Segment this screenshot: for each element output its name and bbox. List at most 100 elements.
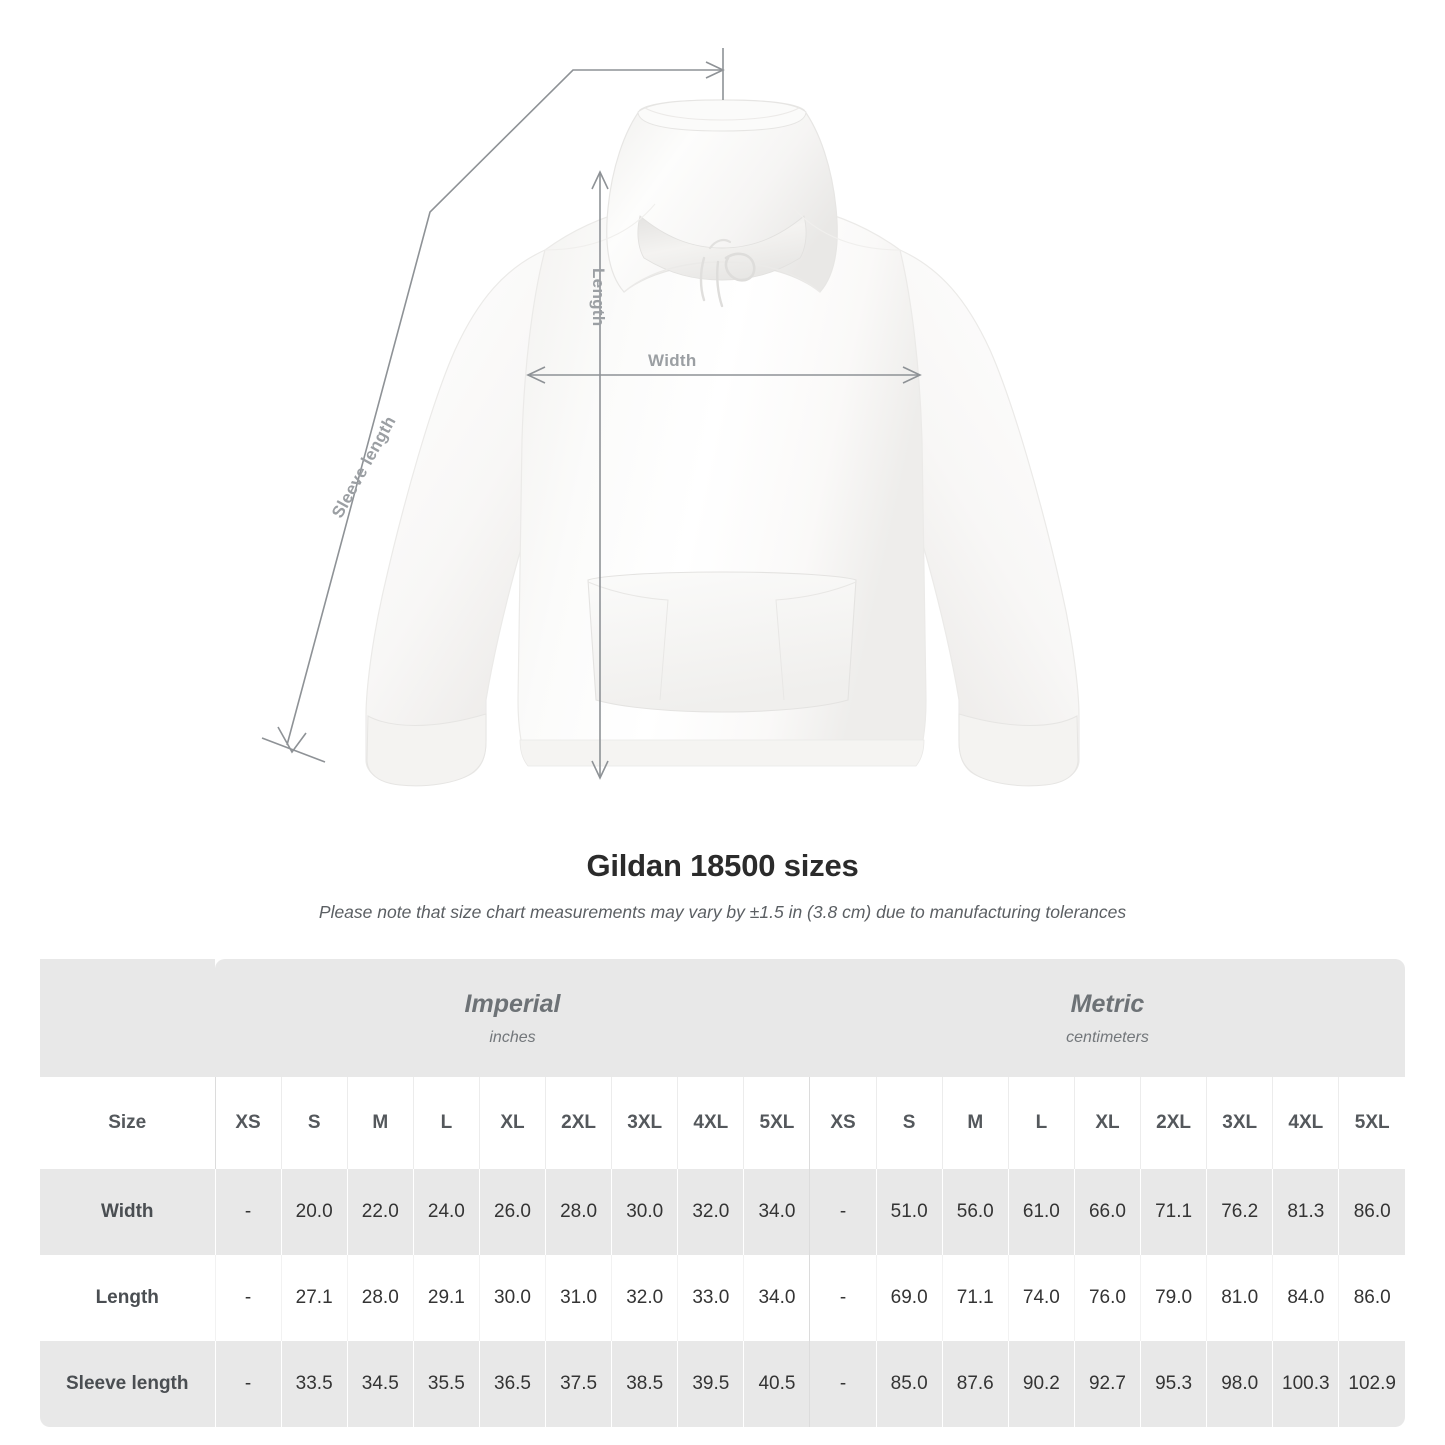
cell-length-imperial-xl: 30.0 — [478, 1255, 546, 1341]
cell-width-imperial-xl: 26.0 — [478, 1169, 546, 1255]
cell-sleeve-length-imperial-4xl: 39.5 — [677, 1341, 744, 1427]
length-arrow-bottom — [591, 760, 609, 780]
page-title: Gildan 18500 sizes — [586, 848, 859, 883]
cell-sleeve-length-imperial-2xl: 37.5 — [545, 1341, 612, 1427]
row-header-length: Length — [40, 1255, 215, 1341]
cell-length-imperial-5xl: 34.0 — [743, 1255, 810, 1341]
cell-length-metric-xl: 76.0 — [1073, 1255, 1141, 1341]
cell-sleeve-length-metric-s: 85.0 — [875, 1341, 943, 1427]
cell-sleeve-length-imperial-xs: - — [214, 1341, 282, 1427]
cell-width-metric-2xl: 71.1 — [1140, 1169, 1207, 1255]
row-header-sleeve-length: Sleeve length — [40, 1341, 215, 1427]
column-header-imperial-5xl: 5XL — [743, 1077, 810, 1169]
cell-width-imperial-l: 24.0 — [412, 1169, 480, 1255]
cell-width-metric-xs: - — [809, 1169, 877, 1255]
cell-sleeve-length-metric-l: 90.2 — [1007, 1341, 1075, 1427]
tolerance-note: Please note that size chart measurements… — [318, 902, 1127, 922]
cell-width-imperial-xs: - — [214, 1169, 282, 1255]
cell-length-imperial-l: 29.1 — [412, 1255, 480, 1341]
cell-length-metric-s: 69.0 — [875, 1255, 943, 1341]
cell-width-imperial-5xl: 34.0 — [743, 1169, 810, 1255]
row-header-width: Width — [40, 1169, 215, 1255]
cell-width-metric-xl: 66.0 — [1073, 1169, 1141, 1255]
cell-length-metric-2xl: 79.0 — [1140, 1255, 1207, 1341]
column-header-imperial-m: M — [346, 1077, 414, 1169]
column-header-metric-3xl: 3XL — [1206, 1077, 1273, 1169]
imperial-name: Imperial — [464, 989, 561, 1018]
cell-sleeve-length-imperial-5xl: 40.5 — [743, 1341, 810, 1427]
width-arrow-left — [526, 366, 546, 384]
column-header-metric-l: L — [1007, 1077, 1075, 1169]
measurement-annotations — [261, 48, 922, 780]
cell-length-imperial-m: 28.0 — [346, 1255, 414, 1341]
column-header-imperial-l: L — [412, 1077, 480, 1169]
metric-unit: centimeters — [1066, 1029, 1149, 1047]
cell-sleeve-length-metric-2xl: 95.3 — [1140, 1341, 1207, 1427]
cell-width-metric-s: 51.0 — [875, 1169, 943, 1255]
cell-sleeve-length-metric-4xl: 100.3 — [1272, 1341, 1339, 1427]
cell-width-metric-3xl: 76.2 — [1206, 1169, 1273, 1255]
column-header-metric-2xl: 2XL — [1140, 1077, 1207, 1169]
sleeve-measure-line — [286, 69, 723, 746]
cell-width-metric-m: 56.0 — [941, 1169, 1009, 1255]
column-header-metric-xs: XS — [809, 1077, 877, 1169]
cell-sleeve-length-imperial-m: 34.5 — [346, 1341, 414, 1427]
hoodie-image — [365, 99, 1080, 787]
cell-length-imperial-xs: - — [214, 1255, 282, 1341]
cell-length-metric-m: 71.1 — [941, 1255, 1009, 1341]
sleeve-tick-bottom — [261, 737, 326, 763]
cell-sleeve-length-metric-xs: - — [809, 1341, 877, 1427]
cell-width-metric-5xl: 86.0 — [1338, 1169, 1405, 1255]
band-spacer — [40, 959, 215, 1077]
cell-length-imperial-s: 27.1 — [280, 1255, 348, 1341]
sleeve-arrow-bottom — [277, 726, 307, 754]
title-block: Gildan 18500 sizes Please note that size… — [0, 830, 1445, 923]
size-chart-table: Imperial inches Metric centimeters Size X… — [40, 959, 1405, 1427]
cell-width-imperial-2xl: 28.0 — [545, 1169, 612, 1255]
table-row: Width -20.0 22.0 24.0 26.0 28.0 30.0 32.0 34.0-5… — [40, 1169, 1405, 1255]
cell-sleeve-length-imperial-xl: 36.5 — [478, 1341, 546, 1427]
cell-sleeve-length-imperial-l: 35.5 — [412, 1341, 480, 1427]
column-header-imperial-4xl: 4XL — [677, 1077, 744, 1169]
size-chart-table-wrapper: Imperial inches Metric centimeters Size X… — [40, 959, 1405, 1427]
column-header-metric-m: M — [941, 1077, 1009, 1169]
cell-length-metric-xs: - — [809, 1255, 877, 1341]
cell-width-metric-l: 61.0 — [1007, 1169, 1075, 1255]
imperial-unit: inches — [489, 1029, 536, 1047]
table-row: Sleeve length -33.5 34.5 35.5 36.5 37.5 38.5 39… — [40, 1341, 1405, 1427]
cell-width-imperial-s: 20.0 — [280, 1169, 348, 1255]
width-arrow-right — [902, 366, 922, 384]
column-header-metric-s: S — [875, 1077, 943, 1169]
metric-name: Metric — [1070, 989, 1145, 1018]
cell-length-imperial-3xl: 32.0 — [611, 1255, 678, 1341]
cell-sleeve-length-imperial-s: 33.5 — [280, 1341, 348, 1427]
cell-width-metric-4xl: 81.3 — [1272, 1169, 1339, 1255]
cell-length-metric-5xl: 86.0 — [1338, 1255, 1405, 1341]
size-header-row: Size XS S M L XL 2XL 3XL 4XL 5XL XS S M L XL 2XL 3XL 4XL 5… — [40, 1077, 1405, 1169]
column-header-metric-xl: XL — [1073, 1077, 1141, 1169]
length-arrow-top — [591, 170, 609, 190]
imperial-band: Imperial inches — [215, 959, 810, 1077]
cell-length-imperial-2xl: 31.0 — [545, 1255, 612, 1341]
column-header-imperial-xs: XS — [214, 1077, 282, 1169]
cell-sleeve-length-metric-3xl: 98.0 — [1206, 1341, 1273, 1427]
cell-width-imperial-m: 22.0 — [346, 1169, 414, 1255]
cell-length-metric-l: 74.0 — [1007, 1255, 1075, 1341]
table-row: Length -27.1 28.0 29.1 30.0 31.0 32.0 33.0 34.0-… — [40, 1255, 1405, 1341]
column-header-size: Size — [40, 1077, 215, 1169]
column-header-metric-5xl: 5XL — [1338, 1077, 1405, 1169]
cell-sleeve-length-metric-m: 87.6 — [941, 1341, 1009, 1427]
cell-length-metric-4xl: 84.0 — [1272, 1255, 1339, 1341]
cell-width-imperial-3xl: 30.0 — [611, 1169, 678, 1255]
cell-length-imperial-4xl: 33.0 — [677, 1255, 744, 1341]
column-header-imperial-s: S — [280, 1077, 348, 1169]
column-header-imperial-2xl: 2XL — [545, 1077, 612, 1169]
cell-sleeve-length-metric-5xl: 102.9 — [1338, 1341, 1405, 1427]
table-head: Imperial inches Metric centimeters Size X… — [40, 959, 1405, 1169]
metric-band: Metric centimeters — [809, 959, 1405, 1077]
width-label: Width — [648, 351, 697, 370]
length-label: Length — [589, 268, 608, 327]
unit-system-band-row: Imperial inches Metric centimeters — [40, 959, 1405, 1077]
cell-sleeve-length-metric-xl: 92.7 — [1073, 1341, 1141, 1427]
column-header-imperial-xl: XL — [478, 1077, 546, 1169]
